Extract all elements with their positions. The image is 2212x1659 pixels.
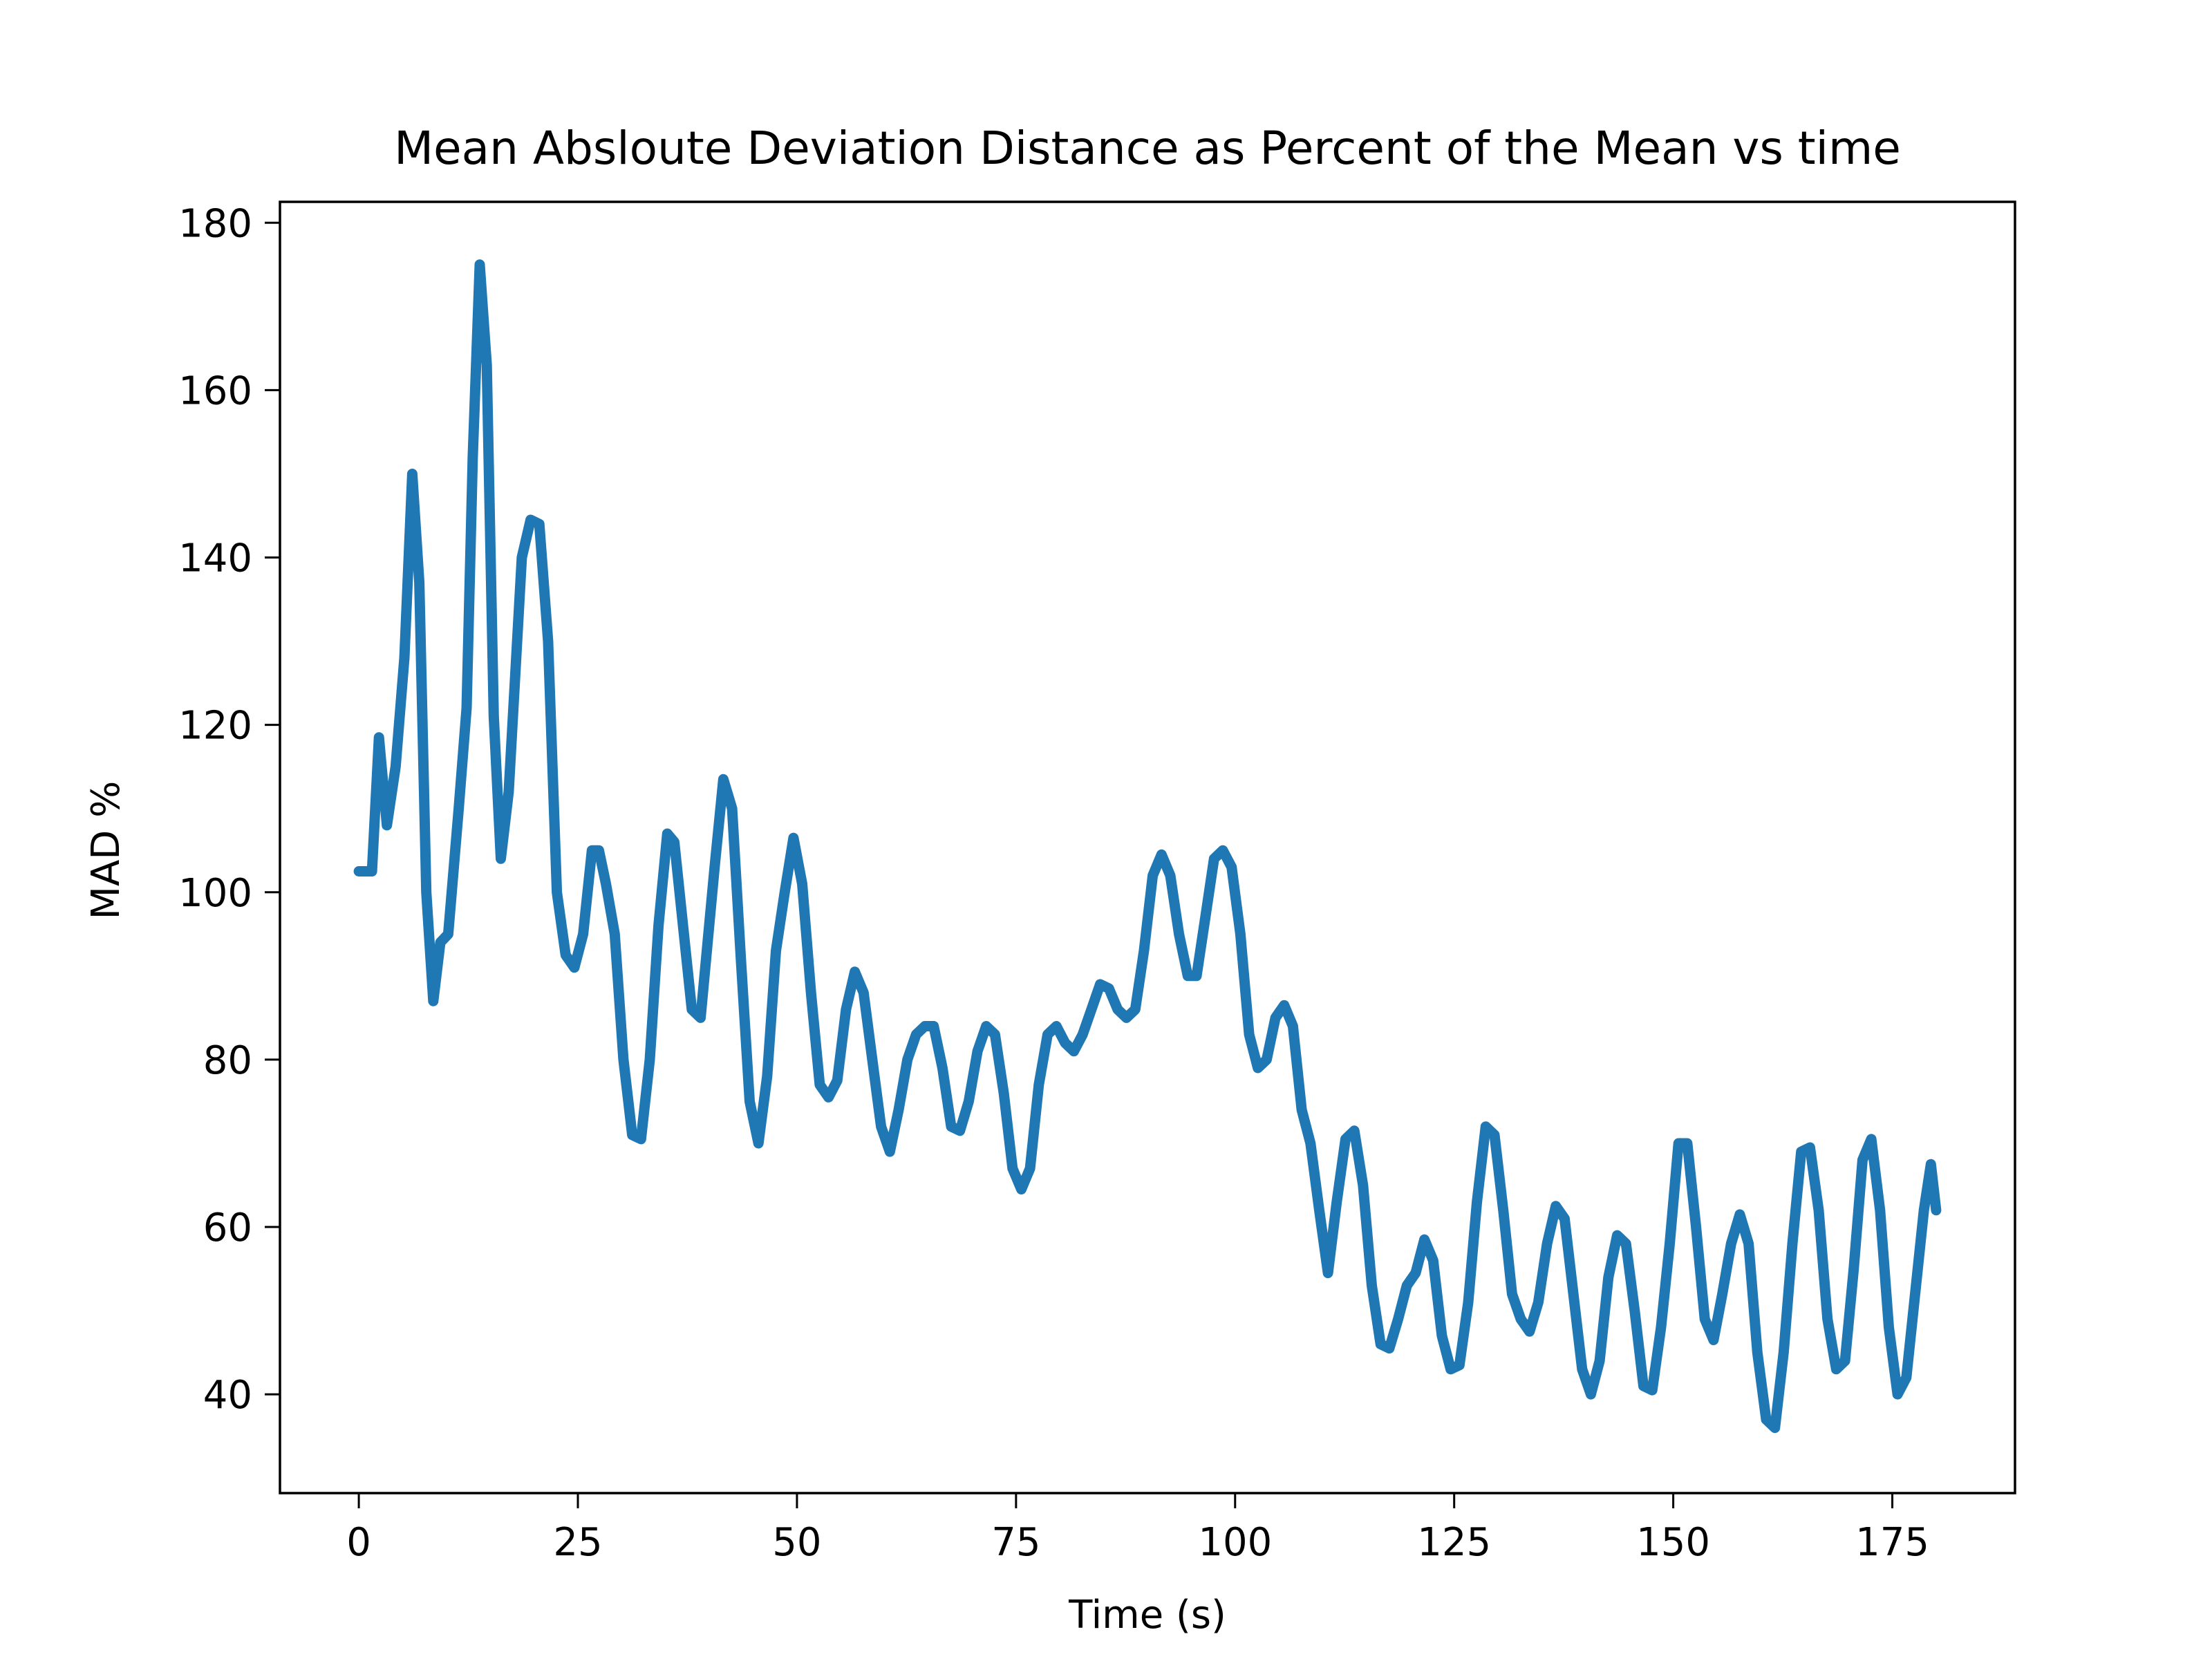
y-tick-label: 180	[178, 201, 252, 246]
x-tick-label: 125	[1417, 1520, 1491, 1565]
y-axis-label: MAD %	[84, 781, 129, 920]
x-tick-label: 175	[1855, 1520, 1929, 1565]
plot-frame	[279, 200, 2016, 1494]
y-tick-label: 60	[203, 1206, 252, 1250]
series-line	[353, 259, 1942, 1434]
x-tick-label: 0	[346, 1520, 371, 1565]
x-tick-label: 100	[1198, 1520, 1272, 1565]
y-tick-label: 100	[178, 871, 252, 916]
y-tick-label: 140	[178, 536, 252, 581]
x-axis-label: Time (s)	[1068, 1593, 1226, 1638]
y-tick-label: 120	[178, 704, 252, 749]
x-axis-ticks: 0 25 50 75 100 125 150 175	[346, 1493, 1929, 1565]
y-tick-label: 80	[203, 1038, 252, 1083]
y-tick-label: 40	[203, 1373, 252, 1418]
chart-title: Mean Absloute Deviation Distance as Perc…	[394, 122, 1901, 175]
x-tick-label: 50	[772, 1520, 821, 1565]
y-tick-label: 160	[178, 368, 252, 413]
y-axis-ticks: 40 60 80 100 120 140 160 180	[178, 201, 280, 1418]
x-tick-label: 25	[553, 1520, 602, 1565]
x-tick-label: 75	[991, 1520, 1040, 1565]
x-tick-label: 150	[1636, 1520, 1710, 1565]
